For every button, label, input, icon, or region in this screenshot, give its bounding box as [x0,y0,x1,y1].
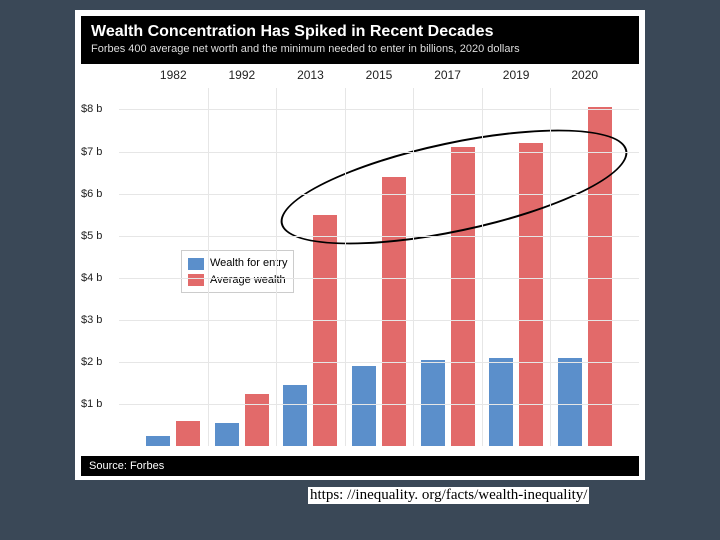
slide-caption: https: //inequality. org/facts/wealth-in… [308,487,589,504]
bar-entry [283,385,307,446]
x-label: 2017 [434,68,461,82]
y-tick: $7 b [81,146,102,158]
x-label: 1992 [228,68,255,82]
legend-item-entry: Wealth for entry [188,255,287,272]
legend-item-average: Average wealth [188,272,287,289]
chart-legend: Wealth for entry Average wealth [181,250,294,293]
chart-header: Wealth Concentration Has Spiked in Recen… [81,16,639,64]
bar-average [451,147,475,446]
y-tick: $1 b [81,398,102,410]
chart-plot: Wealth for entry Average wealth $1 b $2 b… [81,64,639,456]
legend-swatch-entry [188,258,204,270]
bar-average [313,215,337,447]
bar-entry [558,358,582,446]
x-label: 2013 [297,68,324,82]
y-tick: $4 b [81,272,102,284]
bar-average [588,107,612,446]
x-label: 2019 [503,68,530,82]
legend-swatch-average [188,274,204,286]
y-tick: $5 b [81,230,102,242]
chart-title: Wealth Concentration Has Spiked in Recen… [91,22,629,41]
bar-entry [352,366,376,446]
y-tick: $3 b [81,314,102,326]
bar-average [519,143,543,446]
y-tick: $2 b [81,356,102,368]
y-tick: $6 b [81,188,102,200]
chart-card: Wealth Concentration Has Spiked in Recen… [75,10,645,480]
bar-entry [421,360,445,446]
y-tick: $8 b [81,103,102,115]
x-label: 2020 [571,68,598,82]
legend-label-average: Average wealth [210,272,286,289]
bar-entry [215,423,239,446]
bar-average [382,177,406,447]
chart-subtitle: Forbes 400 average net worth and the min… [91,43,629,56]
bar-average [245,394,269,447]
bar-entry [489,358,513,446]
x-label: 2015 [366,68,393,82]
bar-entry [146,436,170,447]
chart-source: Source: Forbes [81,456,639,476]
bar-average [176,421,200,446]
x-label: 1982 [160,68,187,82]
